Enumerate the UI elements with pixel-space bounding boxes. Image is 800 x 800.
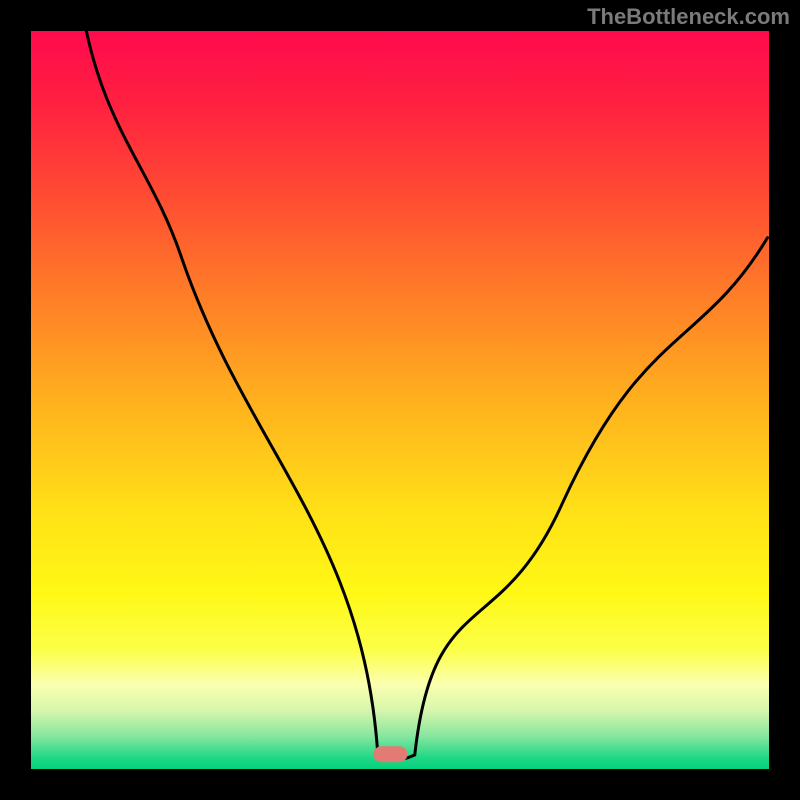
optimum-marker: [373, 746, 407, 762]
plot-background-gradient: [31, 31, 769, 769]
bottleneck-chart: [0, 0, 800, 800]
watermark-text: TheBottleneck.com: [587, 4, 790, 30]
